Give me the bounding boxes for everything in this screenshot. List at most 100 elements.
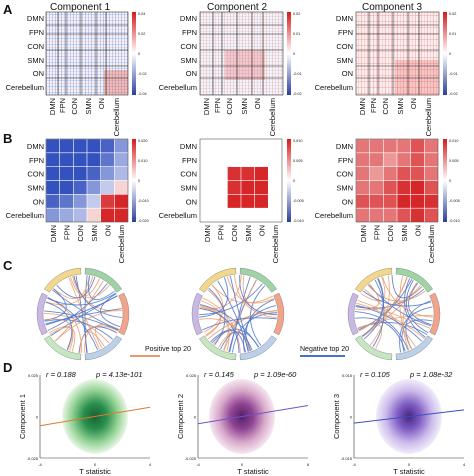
heatmap-cell (369, 194, 384, 209)
correlation-r: r = 0.105 (360, 370, 391, 379)
chord-link (100, 293, 121, 328)
chord-link (44, 310, 119, 331)
a3-row-cerebellum: Cerebellum (315, 83, 353, 92)
heatmap-cell (227, 180, 242, 195)
heatmap-cell (213, 180, 228, 195)
a3-col-dmn: DMN (358, 98, 367, 115)
y-axis-label: Component 1 (18, 394, 27, 439)
heatmap-cell (73, 166, 88, 182)
heatmap-cell (100, 166, 115, 182)
heatmap-cell (199, 194, 215, 209)
cb-a2-tick-1: 0.01 (293, 32, 300, 36)
chord-link (399, 306, 433, 353)
a1-row-on: ON (33, 69, 44, 78)
heatmap-cell (45, 138, 61, 154)
heatmap-row-label: Cerebellum (6, 211, 44, 220)
heatmap-cell (213, 194, 228, 209)
heatmap-cell (254, 166, 269, 182)
heatmap-cell (59, 194, 74, 209)
heatmap-row-label: CON (27, 170, 44, 179)
a2-row-fpn: FPN (182, 28, 197, 37)
scatter-plot-2: -4 0 6 0.025 0 -0.025 T statistic Component 2 r … (176, 370, 310, 476)
chord-link (199, 318, 251, 352)
chord-link (72, 276, 110, 299)
heatmap-cell (240, 152, 256, 168)
chord-link (231, 312, 277, 353)
chord-link (220, 331, 253, 351)
cb-a1-tick-1: 0.02 (138, 32, 145, 36)
heatmap-cell (240, 207, 256, 223)
cb-b1-tick-3: -0.010 (138, 199, 149, 203)
a3-row-con: CON (336, 42, 353, 51)
heatmap-frame (199, 138, 283, 223)
cb-a1-tick-4: -0.04 (138, 92, 147, 96)
heatmap-row-label: CON (180, 170, 197, 179)
row-a-title-2: Component 2 (207, 2, 267, 13)
heatmap-cell (227, 152, 242, 168)
chord-link (202, 297, 241, 353)
chord-link (404, 278, 426, 338)
chord-link (357, 323, 383, 349)
heatmap-cell (424, 138, 439, 154)
heatmap-cell (45, 207, 61, 223)
heatmap-cell (383, 180, 398, 195)
cb-b1-tick-1: 0.010 (138, 159, 148, 163)
heatmap-row-label: SMN (27, 183, 44, 192)
a3-row-fpn: FPN (338, 28, 353, 37)
cb-b2-tick-4: -0.010 (293, 219, 304, 223)
row-d-scatter-plots: -4 0 4 0.025 0 -0.025 T statistic Component 1 r … (18, 370, 466, 476)
chord-link (47, 296, 99, 351)
heatmap-cell (369, 166, 384, 182)
chord-ring-segment (347, 292, 359, 336)
colorbar-b3 (443, 139, 447, 222)
x-axis-label: T statistic (393, 467, 425, 476)
heatmap-cell (369, 138, 384, 154)
cb-a1-tick-0: 0.04 (138, 12, 145, 16)
heatmap-frame (45, 138, 129, 223)
chord-ring-segment (429, 292, 441, 336)
x-tick-label: -4 (196, 462, 200, 467)
chord-diagram-2 (191, 267, 285, 361)
heatmap-cell (355, 194, 371, 209)
heatmap-cell (355, 207, 371, 223)
a2-row-dmn: DMN (180, 14, 197, 23)
chord-link (207, 310, 277, 340)
heatmap-cell (73, 207, 88, 223)
chord-ring-segment (199, 267, 237, 293)
heatmap-cell (396, 194, 412, 209)
cb-a2-tick-3: -0.01 (293, 72, 302, 76)
heatmap-cell (369, 152, 384, 168)
correlation-r: r = 0.188 (46, 370, 77, 379)
a2-col-cerebellum: Cerebellum (268, 98, 277, 136)
heatmap-cell (268, 207, 283, 223)
heatmap-cell (396, 138, 412, 154)
heatmap-cell (254, 138, 269, 154)
heatmap-cell (213, 138, 228, 154)
heatmap-cell (73, 152, 88, 168)
heatmap-cell (59, 138, 74, 154)
chord-link (52, 289, 119, 331)
heatmap-cell (213, 166, 228, 182)
chord-link (207, 289, 229, 351)
heatmap-cell (100, 152, 115, 168)
heatmap-col-label: SMN (90, 225, 99, 242)
heatmap-cell (240, 166, 256, 182)
cb-a3-tick-1: 0.01 (449, 32, 456, 36)
heatmap-cell (59, 207, 74, 223)
regression-line (353, 409, 465, 424)
chord-link (249, 285, 266, 346)
heatmap-col-label: CON (386, 225, 395, 242)
y-tick-label: -0.025 (185, 456, 197, 461)
heatmap-row-label: FPN (182, 156, 197, 165)
y-tick-label: -0.015 (341, 456, 353, 461)
heatmap-col-label: DMN (359, 225, 368, 242)
cb-b3-tick-0: 0.010 (449, 139, 459, 143)
y-tick-label: 0 (194, 415, 197, 420)
heatmap-cell (199, 180, 215, 195)
x-axis-label: T statistic (237, 467, 269, 476)
heatmap-cell (114, 194, 129, 209)
heatmap-cell (268, 166, 283, 182)
heatmap-cell (410, 194, 425, 209)
chord-ring-segment (395, 267, 433, 293)
a2-row-con: CON (180, 42, 197, 51)
